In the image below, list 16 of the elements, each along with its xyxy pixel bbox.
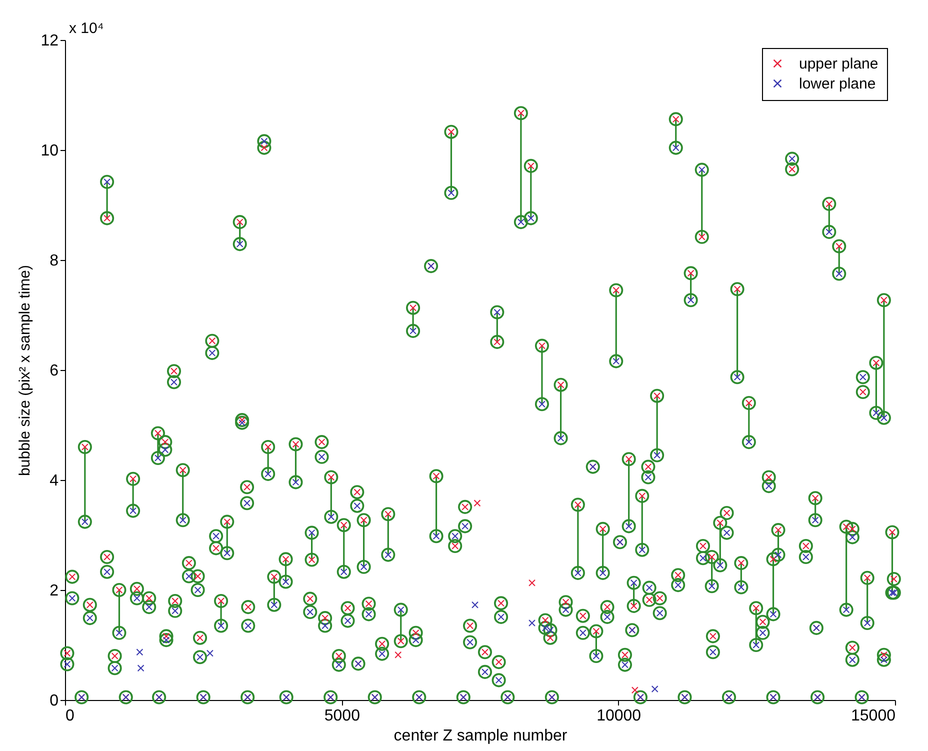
x-tick-label: 5000 [324,708,360,724]
x-tick-label: 15000 [851,708,896,724]
y-tick-label: 2 [50,582,59,600]
y-tick-label: 6 [50,362,59,380]
text: x 10⁴ [69,20,104,37]
legend-label: lower plane [799,76,876,92]
y-tick-label: 12 [40,32,59,50]
legend-label: upper plane [799,56,878,72]
y-axis-title: bubble size (pix² x sample time) [16,265,34,476]
y-tick-label: 4 [50,472,59,490]
x-tick-label: 10000 [596,708,642,724]
x-tick-label: 0 [66,708,74,724]
y-tick-label: 10 [40,142,59,160]
x-axis-title: center Z sample number [394,728,568,744]
y-tick-label: 0 [50,692,59,710]
y-tick-label: 8 [50,252,59,270]
